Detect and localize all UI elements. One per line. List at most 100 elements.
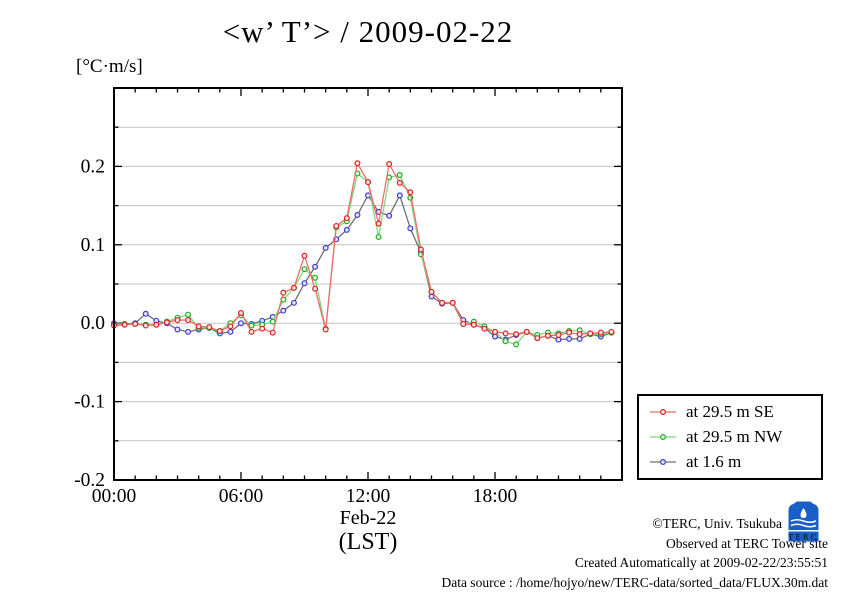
series-marker <box>396 179 403 186</box>
series-marker <box>523 328 530 335</box>
series-marker <box>280 289 287 296</box>
series-marker <box>608 328 615 335</box>
legend-label: at 29.5 m NW <box>686 426 783 446</box>
series-marker <box>576 335 583 342</box>
series-marker <box>354 160 361 167</box>
y-tick-label: 0.1 <box>81 235 105 256</box>
series-marker <box>185 317 192 324</box>
series-marker <box>460 320 467 327</box>
series-marker <box>428 293 435 300</box>
series-marker <box>555 336 562 343</box>
legend-sample-marker <box>650 458 676 465</box>
observed-text: Observed at TERC Tower site <box>665 535 828 551</box>
series-marker <box>238 320 245 327</box>
series-marker <box>407 189 414 196</box>
series-marker <box>597 329 604 336</box>
series-marker <box>502 330 509 337</box>
series-marker <box>534 335 541 342</box>
y-tick-label: 0.2 <box>81 156 105 177</box>
y-tick-label: -0.1 <box>74 392 105 413</box>
x-axis-timezone-label: (LST) <box>338 529 398 555</box>
series-marker <box>322 326 329 333</box>
series-marker <box>492 333 499 340</box>
series-marker <box>153 321 160 328</box>
plot-border <box>113 87 623 481</box>
series-marker <box>354 212 361 219</box>
series-marker <box>132 320 139 327</box>
series-marker <box>269 329 276 336</box>
legend-sample-marker <box>650 409 676 416</box>
series-marker <box>195 323 202 330</box>
series-marker <box>343 226 350 233</box>
y-tick-label: 0.0 <box>81 313 105 334</box>
y-axis-unit-label: [°C·m/s] <box>76 56 143 77</box>
series-marker <box>470 321 477 328</box>
y-tick-label: -0.2 <box>74 470 105 491</box>
series-marker <box>502 338 509 345</box>
series-marker <box>238 310 245 317</box>
x-tick-label: 12:00 <box>346 486 390 507</box>
series-marker <box>312 263 319 270</box>
series-marker <box>513 341 520 348</box>
series-marker <box>216 328 223 335</box>
series-marker <box>566 335 573 342</box>
series-marker <box>513 331 520 338</box>
series-marker <box>375 220 382 227</box>
legend-label: at 29.5 m SE <box>686 402 774 422</box>
series-marker <box>280 307 287 314</box>
series-marker <box>576 331 583 338</box>
x-tick-label: 00:00 <box>92 486 136 507</box>
legend-box: at 29.5 m SE at 29.5 m NW at 1.6 m <box>637 394 823 480</box>
annotation-block: ©TERC, Univ. Tsukuba Observed at TERC To… <box>441 514 828 592</box>
x-tick-label: 18:00 <box>473 486 517 507</box>
chart-title: <w’ T’> / 2009-02-22 <box>222 14 514 49</box>
legend-entry: at 29.5 m SE <box>649 400 821 424</box>
series-marker <box>365 179 372 186</box>
series-marker <box>386 161 393 168</box>
legend-entry: at 29.5 m NW <box>649 425 821 449</box>
series-marker <box>587 330 594 337</box>
copyright-text: ©TERC, Univ. Tsukuba <box>652 516 782 531</box>
series-marker <box>566 329 573 336</box>
series-marker <box>417 246 424 253</box>
series-marker <box>142 310 149 317</box>
series-marker <box>439 299 446 306</box>
x-tick-label: 06:00 <box>219 486 263 507</box>
series-marker <box>322 244 329 251</box>
series-marker <box>301 252 308 259</box>
series-marker <box>163 319 170 326</box>
series-marker <box>185 328 192 335</box>
series-marker <box>544 332 551 339</box>
series-marker <box>290 299 297 306</box>
series-marker <box>481 325 488 332</box>
series-marker <box>492 328 499 335</box>
series-marker <box>174 317 181 324</box>
terc-logo-text: TERC <box>788 533 818 542</box>
series-marker <box>227 323 234 330</box>
series-marker <box>301 280 308 287</box>
series-marker <box>227 328 234 335</box>
series-marker <box>269 318 276 325</box>
data-source-text: Data source : /home/hojyo/new/TERC-data/… <box>441 574 828 590</box>
series-marker <box>121 321 128 328</box>
series-marker <box>449 299 456 306</box>
series-marker <box>206 324 213 331</box>
series-marker <box>386 212 393 219</box>
created-text: Created Automatically at 2009-02-22/23:5… <box>574 555 828 570</box>
series-marker <box>248 328 255 335</box>
terc-logo-icon: TERC <box>788 501 819 542</box>
series-marker <box>428 288 435 295</box>
series-marker <box>290 284 297 291</box>
series-marker <box>259 325 266 332</box>
series-marker <box>312 274 319 281</box>
series-marker <box>333 222 340 229</box>
legend-entry: at 1.6 m <box>649 450 821 474</box>
legend-sample-marker <box>650 433 676 440</box>
x-axis-date-label: Feb-22 <box>339 507 397 529</box>
series-marker <box>396 172 403 179</box>
series-marker <box>375 233 382 240</box>
legend-label: at 1.6 m <box>686 451 742 471</box>
series-marker <box>248 322 255 329</box>
